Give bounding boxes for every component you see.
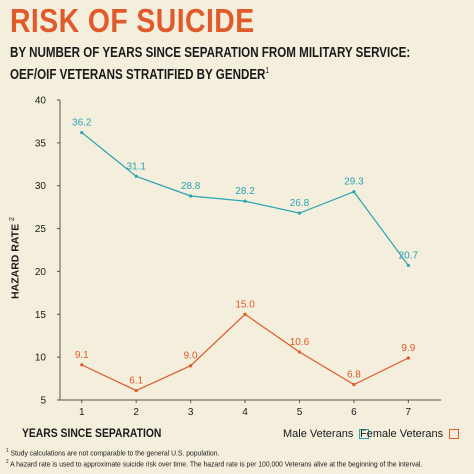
data-label-male: 29.3	[344, 177, 364, 188]
data-point-female	[189, 364, 193, 368]
chart-subtitle: BY NUMBER OF YEARS SINCE SEPARATION FROM…	[10, 44, 410, 84]
data-point-male	[189, 194, 193, 198]
data-point-female	[297, 350, 302, 354]
data-point-male	[80, 130, 84, 135]
data-label-male: 28.8	[181, 181, 201, 192]
data-label-male: 36.2	[72, 118, 92, 129]
footnote-1-mark: 1	[6, 448, 9, 454]
x-tick-label: 1	[79, 407, 85, 418]
data-label-female: 6.8	[347, 370, 361, 381]
footnote-2-mark: 2	[6, 459, 9, 465]
legend-female: Female Veterans	[360, 428, 460, 440]
subtitle-footnote-mark: 1	[265, 66, 270, 75]
data-point-male	[134, 174, 138, 178]
data-label-male: 20.7	[399, 250, 419, 261]
data-label-male: 28.2	[235, 186, 255, 197]
data-point-female	[352, 382, 356, 387]
footnote-1: 1 Study calculations are not comparable …	[6, 448, 219, 457]
x-axis-label: YEARS SINCE SEPARATION	[22, 428, 162, 440]
x-tick-label: 4	[242, 407, 248, 418]
x-tick-label: 2	[133, 407, 139, 418]
x-tick-label: 7	[406, 407, 412, 418]
data-label-female: 9.9	[401, 343, 415, 354]
data-point-male	[406, 263, 410, 268]
legend-female-swatch	[449, 429, 460, 439]
data-label-female: 6.1	[129, 376, 143, 387]
y-axis-label-mark: 2	[9, 217, 16, 221]
y-tick-label: 5	[40, 396, 46, 407]
x-tick-label: 6	[351, 407, 357, 418]
series-line-male	[81, 132, 409, 266]
x-tick-label: 5	[297, 407, 303, 418]
footnote-1-text: Study calculations are not comparable to…	[10, 448, 220, 458]
data-point-female	[406, 356, 410, 360]
y-axis-label: HAZARD RATE 2	[9, 217, 22, 299]
data-label-female: 9.1	[75, 350, 89, 361]
data-point-male	[297, 211, 302, 215]
subtitle-line-2: OEF/OIF VETERANS STRATIFIED BY GENDER1	[10, 62, 410, 84]
y-tick-label: 10	[35, 353, 47, 364]
x-tick-label: 3	[188, 407, 194, 418]
y-tick-label: 20	[35, 267, 47, 278]
footnote-2-text: A hazard rate is used to approximate sui…	[10, 459, 423, 469]
chart-title: RISK OF SUICIDE	[10, 2, 255, 39]
legend-male-swatch	[359, 429, 370, 439]
data-label-male: 26.8	[290, 198, 310, 209]
data-label-female: 9.0	[184, 351, 198, 362]
data-label-male: 31.1	[126, 161, 146, 172]
data-label-female: 10.6	[290, 337, 310, 348]
data-point-female	[134, 388, 138, 393]
data-point-male	[243, 199, 247, 203]
footnote-2: 2 A hazard rate is used to approximate s…	[6, 459, 422, 468]
subtitle-line-1: BY NUMBER OF YEARS SINCE SEPARATION FROM…	[10, 45, 411, 61]
legend-male-label: Male Veterans	[283, 428, 354, 440]
y-tick-label: 30	[35, 181, 47, 192]
legend-female-label: Female Veterans	[360, 428, 444, 440]
data-point-female	[243, 312, 247, 316]
data-point-male	[352, 190, 356, 194]
y-tick-label: 15	[35, 310, 47, 321]
y-tick-label: 40	[35, 96, 47, 107]
subtitle-line-2-text: OEF/OIF VETERANS STRATIFIED BY GENDER	[10, 66, 266, 83]
data-point-female	[80, 363, 84, 367]
y-tick-label: 25	[35, 224, 47, 235]
data-label-female: 15.0	[235, 299, 255, 310]
legend-male: Male Veterans	[283, 428, 370, 440]
y-tick-label: 35	[35, 138, 47, 149]
y-axis-label-text: HAZARD RATE	[9, 223, 22, 299]
